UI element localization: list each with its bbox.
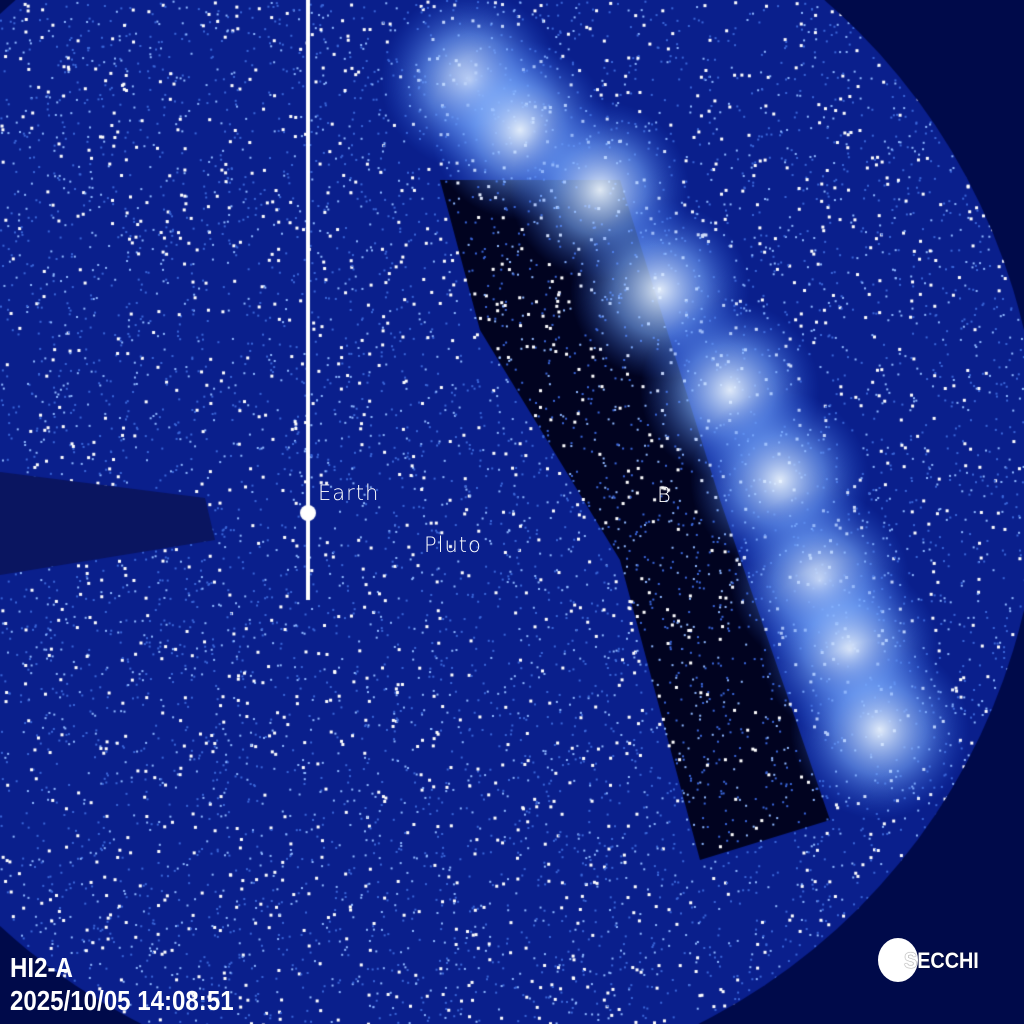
secchi-logo: SECCHI (878, 938, 1008, 982)
instrument-label: HI2-A (10, 952, 73, 983)
label-pluto: Pluto (424, 533, 482, 557)
label-b: B (657, 483, 672, 507)
logo-disc (878, 938, 918, 982)
logo-text: SECCHI (904, 948, 979, 973)
label-earth: Earth (318, 481, 380, 505)
timestamp: 2025/10/05 14:08:51 (10, 985, 234, 1016)
